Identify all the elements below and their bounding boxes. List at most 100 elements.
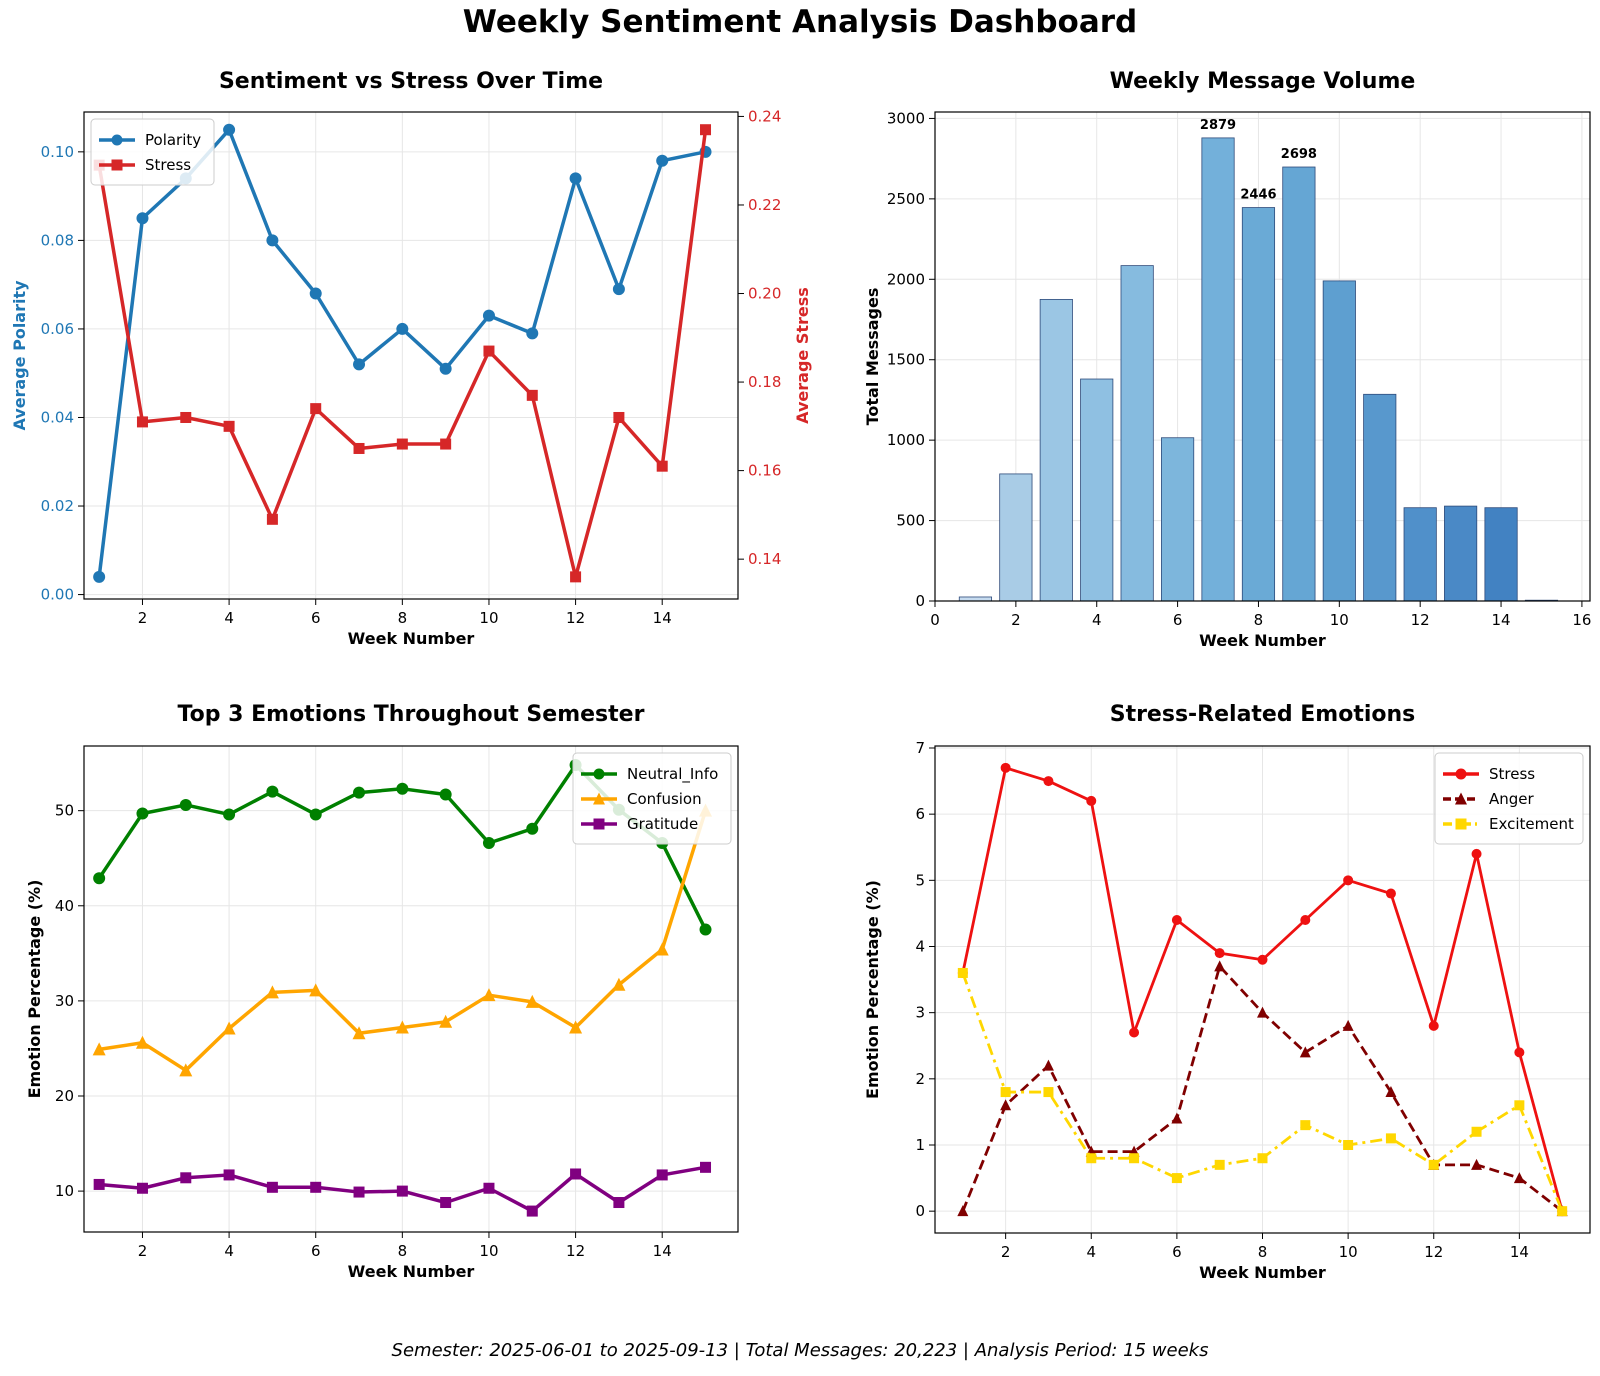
data-point [136,807,149,820]
y-tick-label: 0 [915,592,925,610]
data-point [1471,1158,1483,1170]
data-point [136,1182,148,1194]
plot-frame [83,111,739,600]
data-point [1000,1099,1012,1111]
x-tick-label: 6 [311,609,321,627]
data-point [395,1020,409,1034]
data-point [1000,762,1011,773]
data-point [1557,1206,1568,1217]
x-axis-label: Week Number [348,1262,475,1281]
chart-3: Top 3 Emotions Throughout Semester 2 4 6 8 10… [25,702,739,1281]
x-tick-label: 2 [138,609,148,627]
data-point [1428,1159,1439,1170]
legend-marker [593,818,605,830]
x-tick-label: 6 [311,1242,321,1260]
y-tick-label: 6 [915,805,925,823]
bar-week-8 [1241,207,1276,602]
y-axis-label: Emotion Percentage (%) [25,880,44,1099]
data-point [310,1181,322,1193]
bar-week-3 [1039,298,1073,602]
bar-week-10 [1322,280,1356,602]
x-tick-label: 8 [1254,611,1264,629]
data-point [439,788,452,801]
x-axis-label: Week Number [1199,631,1326,650]
plot-frame [934,745,1591,1234]
x-tick-label: 8 [1258,1243,1268,1261]
data-point [483,1182,495,1194]
x-tick-label: 8 [398,609,408,627]
data-point [353,1186,365,1198]
x-tick-label: 10 [1339,1243,1358,1261]
x-tick-label: 14 [653,1242,672,1260]
data-point [655,942,669,956]
data-point [482,309,495,322]
plot-frame [83,745,739,1233]
data-point [569,1020,583,1034]
x-tick-label: 14 [653,609,672,627]
data-point [612,283,625,296]
legend-marker [1455,768,1467,780]
data-point [223,420,235,432]
data-point [266,1181,278,1193]
x-tick-label: 14 [1510,1243,1529,1261]
bar-week-11 [1363,393,1397,602]
data-point [699,923,712,936]
data-point [1257,1153,1268,1164]
y2-tick-label: 0.22 [748,196,781,214]
y2-tick-label: 0.14 [748,550,781,568]
data-point [222,1021,236,1035]
bar-value-label: 2446 [1240,188,1276,203]
data-point [1129,1153,1140,1164]
data-point [223,123,236,136]
y-tick-label: 1500 [887,351,925,369]
y-axis-label: Emotion Percentage (%) [863,880,882,1099]
legend-label: Neutral_Info [627,765,718,784]
series-gratitude [93,1161,712,1217]
legend-label: Polarity [145,131,201,149]
y-tick-label: 7 [915,739,925,757]
data-point [135,1035,149,1049]
y-tick-label: 1000 [887,431,925,449]
data-point [1385,1086,1397,1098]
data-point [1471,848,1482,859]
data-point [179,1063,193,1077]
x-tick-label: 4 [224,1242,234,1260]
data-point [266,513,278,525]
data-point [1214,948,1225,959]
legend: Polarity Stress [90,118,215,186]
data-point [1514,1047,1525,1058]
footer-summary: Semester: 2025-06-01 to 2025-09-13 | Tot… [391,1340,1209,1361]
bar-week-5 [1120,265,1154,602]
data-point [526,389,538,401]
data-point [136,212,149,225]
data-point [266,785,279,798]
x-tick-label: 0 [930,611,940,629]
y-tick-label: 3000 [887,109,925,127]
x-tick-label: 12 [566,609,585,627]
data-point [1129,1027,1140,1038]
legend-box [90,118,215,186]
data-point [266,234,279,247]
data-point [957,1205,969,1217]
data-point [92,1042,106,1056]
legend-label: Confusion [627,790,702,808]
chart-title: Sentiment vs Stress Over Time [219,69,603,94]
data-point [180,411,192,423]
chart-title: Weekly Message Volume [1110,69,1416,94]
data-point [656,460,668,472]
y2-axis-label: Average Stress [793,287,812,424]
y-tick-label: 0.08 [41,231,74,249]
data-point [1042,1059,1054,1071]
bar-week-13 [1444,505,1478,602]
data-point [353,358,366,371]
legend-marker [1455,818,1467,830]
data-point [179,798,192,811]
data-point [656,154,669,167]
y-tick-label: 2000 [887,270,925,288]
y-tick-label: 30 [55,992,74,1010]
data-point [1086,1153,1097,1164]
bar-value-label: 2698 [1281,147,1317,162]
series-stress [93,124,712,583]
x-tick-label: 8 [398,1242,408,1260]
